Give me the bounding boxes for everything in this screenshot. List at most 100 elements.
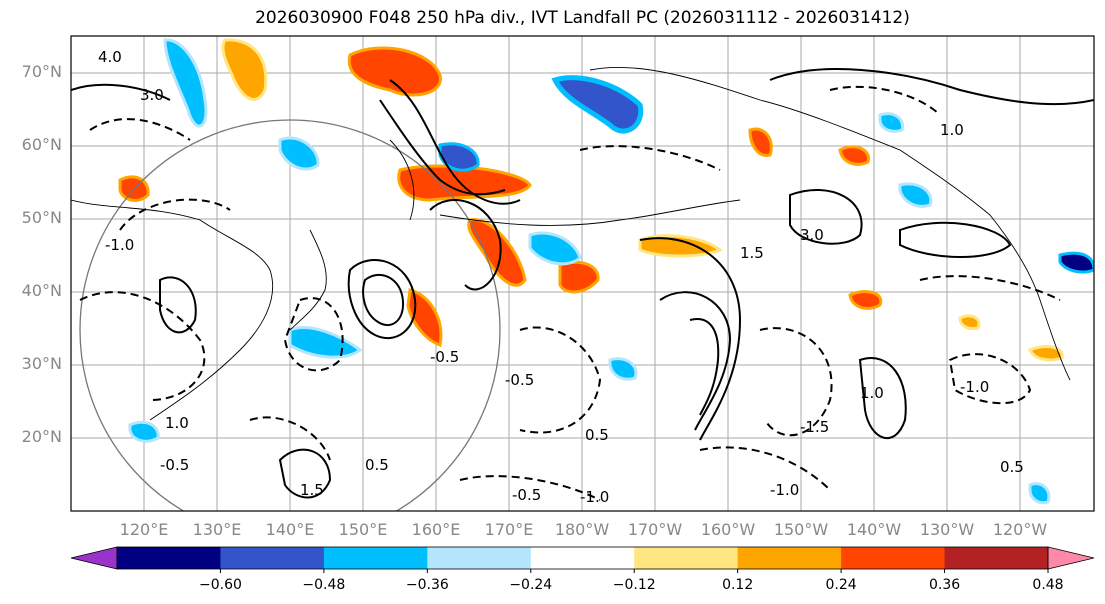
contour-solid: [769, 68, 1094, 106]
colorbar-tick-label: −0.36: [406, 577, 449, 593]
coastline-kamchatka: [389, 139, 415, 221]
contour-dashed: [519, 326, 602, 434]
lat-label: 50°N: [22, 208, 62, 227]
lat-label: 70°N: [22, 62, 62, 81]
shade-negative: [608, 357, 638, 381]
shade-negative: [898, 182, 933, 208]
contour-label: -1.0: [770, 481, 799, 499]
colorbar-frame: [116, 546, 1049, 570]
colorbar-segment: [737, 547, 842, 569]
lon-label: 140°W: [847, 520, 902, 539]
contour-solid: [429, 199, 502, 291]
shade-negative: [878, 112, 905, 133]
contour-solid: [71, 83, 171, 101]
contour-solid: [389, 79, 521, 205]
contour-label: 0.5: [585, 426, 609, 444]
lat-label: 20°N: [22, 427, 62, 446]
lon-label: 150°W: [774, 520, 829, 539]
contour-dashed: [89, 118, 191, 141]
shade-positive: [1027, 345, 1064, 362]
contour-solid: [639, 237, 742, 441]
contour-solid: [789, 189, 863, 245]
contour-dashed: [699, 446, 831, 491]
lon-label: 170°W: [628, 520, 683, 539]
coastline-aleutians: [439, 199, 741, 226]
colorbar-segment: [944, 547, 1049, 569]
shade-negative: [528, 231, 582, 266]
domain-circle: [79, 119, 501, 511]
shade-negative: [551, 75, 644, 134]
lon-label: 130°W: [920, 520, 975, 539]
lon-label: 180°W: [555, 520, 610, 539]
colorbar-tick-label: −0.48: [302, 577, 345, 593]
shade-positive: [467, 218, 527, 287]
shade-positive: [221, 38, 268, 101]
colorbar-tick-label: 0.48: [1032, 577, 1063, 593]
lon-label: 120°W: [993, 520, 1048, 539]
longitude-labels: 120°E 130°E 140°E 150°E 160°E 170°E 180°W 170°W…: [120, 520, 1048, 539]
contour-label: -1.0: [960, 378, 989, 396]
coastline-asia: [71, 199, 274, 421]
lon-label: 140°E: [266, 520, 315, 539]
lon-label: 150°E: [339, 520, 388, 539]
colorbar-extend-max: [1047, 546, 1095, 570]
contour-dashed: [283, 297, 344, 372]
ivt-contours: [71, 68, 1094, 501]
map-frame: [70, 35, 1095, 512]
contour-dashed: [829, 85, 941, 116]
colorbar-segment: [841, 547, 946, 569]
colorbar-tick-label: −0.24: [509, 577, 552, 593]
lon-label: 160°W: [701, 520, 756, 539]
colorbar-segment: [427, 547, 532, 569]
lon-label: 120°E: [120, 520, 169, 539]
contour-solid: [362, 274, 405, 327]
shade-negative: [278, 136, 320, 171]
contour-solid: [159, 276, 197, 334]
contour-dashed: [79, 291, 206, 401]
shade-positive: [838, 145, 871, 166]
colorbar-tick-label: 0.24: [826, 577, 857, 593]
contour-dashed: [579, 145, 721, 171]
contour-label: -0.5: [505, 371, 534, 389]
contour-label: 4.0: [98, 48, 122, 66]
shade-positive: [848, 290, 883, 310]
lon-label: 170°E: [485, 520, 534, 539]
contour-label: 1.0: [860, 384, 884, 402]
contour-label: 0.5: [1000, 458, 1024, 476]
contour-label: -0.5: [430, 348, 459, 366]
coastlines: [71, 66, 1071, 421]
contour-dashed: [119, 198, 231, 231]
contour-solid: [347, 259, 417, 340]
shade-negative: [1028, 482, 1051, 505]
shade-negative: [163, 38, 208, 128]
colorbar-segment: [634, 547, 739, 569]
shade-negative: [128, 420, 160, 443]
colorbar-segment: [530, 547, 635, 569]
lon-label: 130°E: [193, 520, 242, 539]
contour-solid: [858, 357, 907, 440]
contour-label: 3.0: [140, 86, 164, 104]
shade-positive: [958, 314, 981, 330]
latitude-labels: 70°N 60°N 50°N 40°N 30°N 20°N: [22, 62, 62, 446]
contour-label: 1.5: [300, 481, 324, 499]
lat-label: 30°N: [22, 354, 62, 373]
contour-label: -1.0: [580, 488, 609, 506]
colorbar: −0.60 −0.48 −0.36 −0.24 −0.12 0.12 0.24 0.36 0.4…: [70, 546, 1095, 593]
contour-label: -1.0: [105, 236, 134, 254]
colorbar-tick-label: 0.12: [722, 577, 753, 593]
colorbar-extend-min: [70, 546, 118, 570]
coastline-japan: [289, 229, 327, 331]
contour-label: -1.5: [800, 418, 829, 436]
contour-label: -0.5: [160, 456, 189, 474]
shade-positive: [347, 46, 442, 97]
map-title: 2026030900 F048 250 hPa div., IVT Landfa…: [255, 8, 910, 28]
coastline-alaska: [589, 66, 991, 216]
colorbar-segment: [323, 547, 428, 569]
colorbar-tick-label: −0.12: [613, 577, 656, 593]
contour-label: 1.0: [165, 414, 189, 432]
lat-label: 60°N: [22, 135, 62, 154]
contour-label: 1.0: [940, 121, 964, 139]
gridlines: [71, 36, 1094, 511]
contour-label: 3.0: [800, 226, 824, 244]
